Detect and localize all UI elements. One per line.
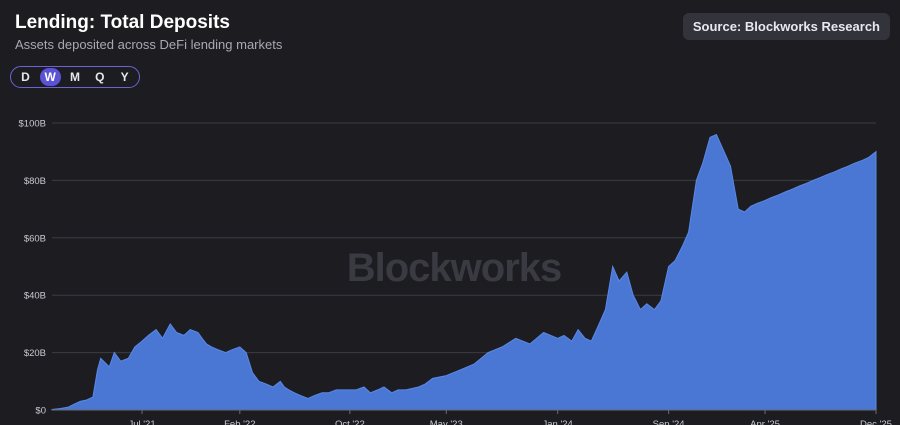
- timeframe-month-button[interactable]: M: [69, 70, 80, 84]
- x-tick-label: Jan '24: [543, 419, 573, 425]
- y-tick-label: $100B: [19, 119, 46, 130]
- x-tick-label: Apr '25: [750, 419, 780, 425]
- timeframe-year-button[interactable]: Y: [120, 70, 129, 84]
- y-tick-label: $80B: [24, 176, 46, 187]
- y-tick-label: $20B: [24, 348, 46, 359]
- deposits-area: [51, 133, 877, 411]
- timeframe-quarter-button[interactable]: Q: [95, 70, 105, 84]
- chart-title: Lending: Total Deposits: [15, 12, 230, 33]
- x-tick-label: Feb '22: [224, 419, 255, 425]
- x-tick-label: Oct '22: [335, 419, 365, 425]
- y-tick-label: $40B: [24, 291, 46, 302]
- chart-subtitle: Assets deposited across DeFi lending mar…: [15, 37, 283, 52]
- timeframe-week-button[interactable]: W: [39, 68, 61, 86]
- x-tick-label: Jul '21: [128, 419, 155, 425]
- timeframe-selector: D W M Q Y: [10, 66, 140, 88]
- x-tick-label: Sep '24: [653, 419, 685, 425]
- y-tick-label: $0: [35, 406, 46, 417]
- source-badge: Source: Blockworks Research: [682, 13, 890, 40]
- y-tick-label: $60B: [24, 233, 46, 244]
- blockworks-watermark: Blockworks: [347, 246, 562, 290]
- timeframe-day-button[interactable]: D: [21, 70, 30, 84]
- x-tick-label: May '23: [430, 419, 463, 425]
- x-tick-label: Dec '25: [860, 419, 892, 425]
